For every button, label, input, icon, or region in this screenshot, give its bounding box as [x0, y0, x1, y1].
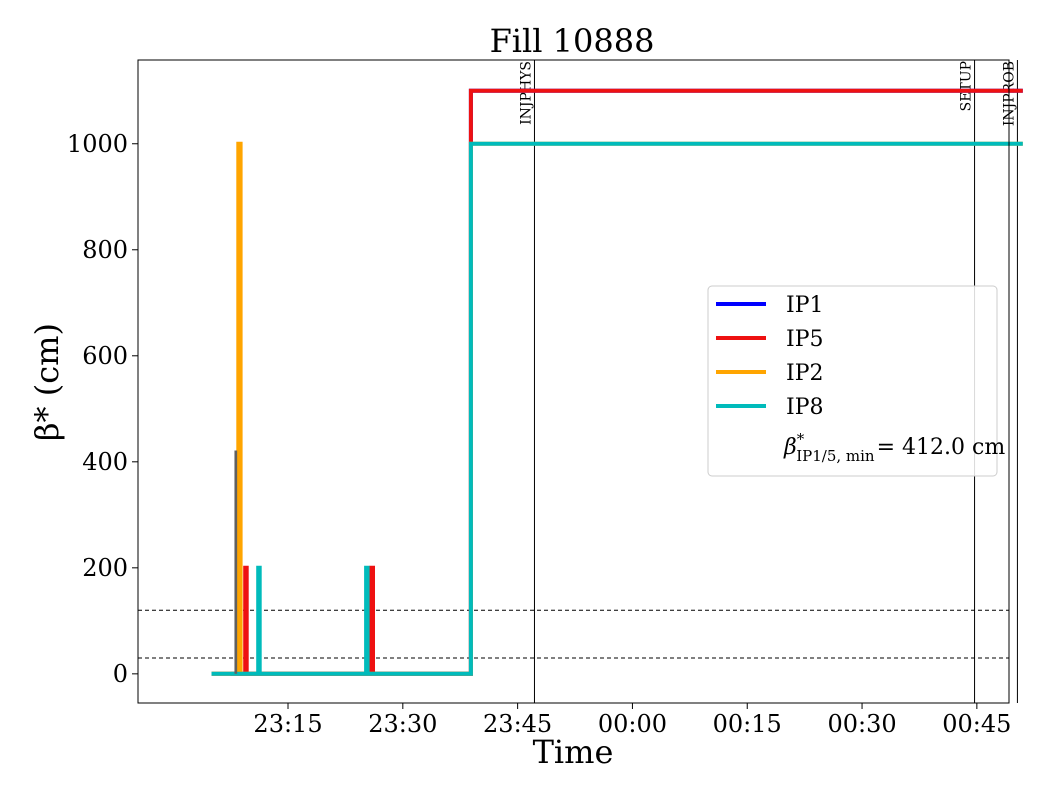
x-tick-label: 00:30: [827, 710, 896, 738]
legend-label-ip5: IP5: [786, 327, 824, 352]
x-tick-label: 23:30: [368, 710, 437, 738]
x-tick-label: 23:15: [253, 710, 322, 738]
mode-vline-label: SETUP: [959, 61, 975, 111]
legend-beta-min: β* IP1/5, min= 412.0 cm: [783, 430, 1005, 465]
legend: IP1 IP5 IP2 IP8 β* IP1/5, min= 412.0 cm: [707, 285, 1005, 477]
y-axis-label: β* (cm): [28, 323, 66, 441]
legend-label-ip1: IP1: [786, 293, 824, 318]
legend-label-ip8: IP8: [786, 395, 824, 420]
chart-title: Fill 10888: [490, 22, 655, 60]
y-tick-label: 1000: [67, 130, 128, 158]
x-axis-label: Time: [533, 733, 614, 771]
series-line-ip8: [211, 141, 1023, 676]
series-spike-mark: [234, 450, 238, 674]
legend-box: [707, 285, 998, 477]
plot-area: INJPHYS SETUP INJPROB0200400600800100023:1…: [67, 59, 1023, 738]
y-tick-label: 600: [82, 342, 128, 370]
axes-frame: [137, 59, 1010, 704]
y-tick-label: 0: [113, 660, 128, 688]
x-tick-label: 00:45: [942, 710, 1011, 738]
legend-label-ip2: IP2: [786, 361, 824, 386]
y-tick-label: 400: [82, 448, 128, 476]
x-tick-label: 00:15: [713, 710, 782, 738]
y-tick-label: 800: [82, 236, 128, 264]
y-tick-label: 200: [82, 554, 128, 582]
x-tick-label: 23:45: [483, 710, 552, 738]
mode-vline-label: INJPHYS: [518, 61, 534, 125]
x-tick-label: 00:00: [598, 710, 667, 738]
